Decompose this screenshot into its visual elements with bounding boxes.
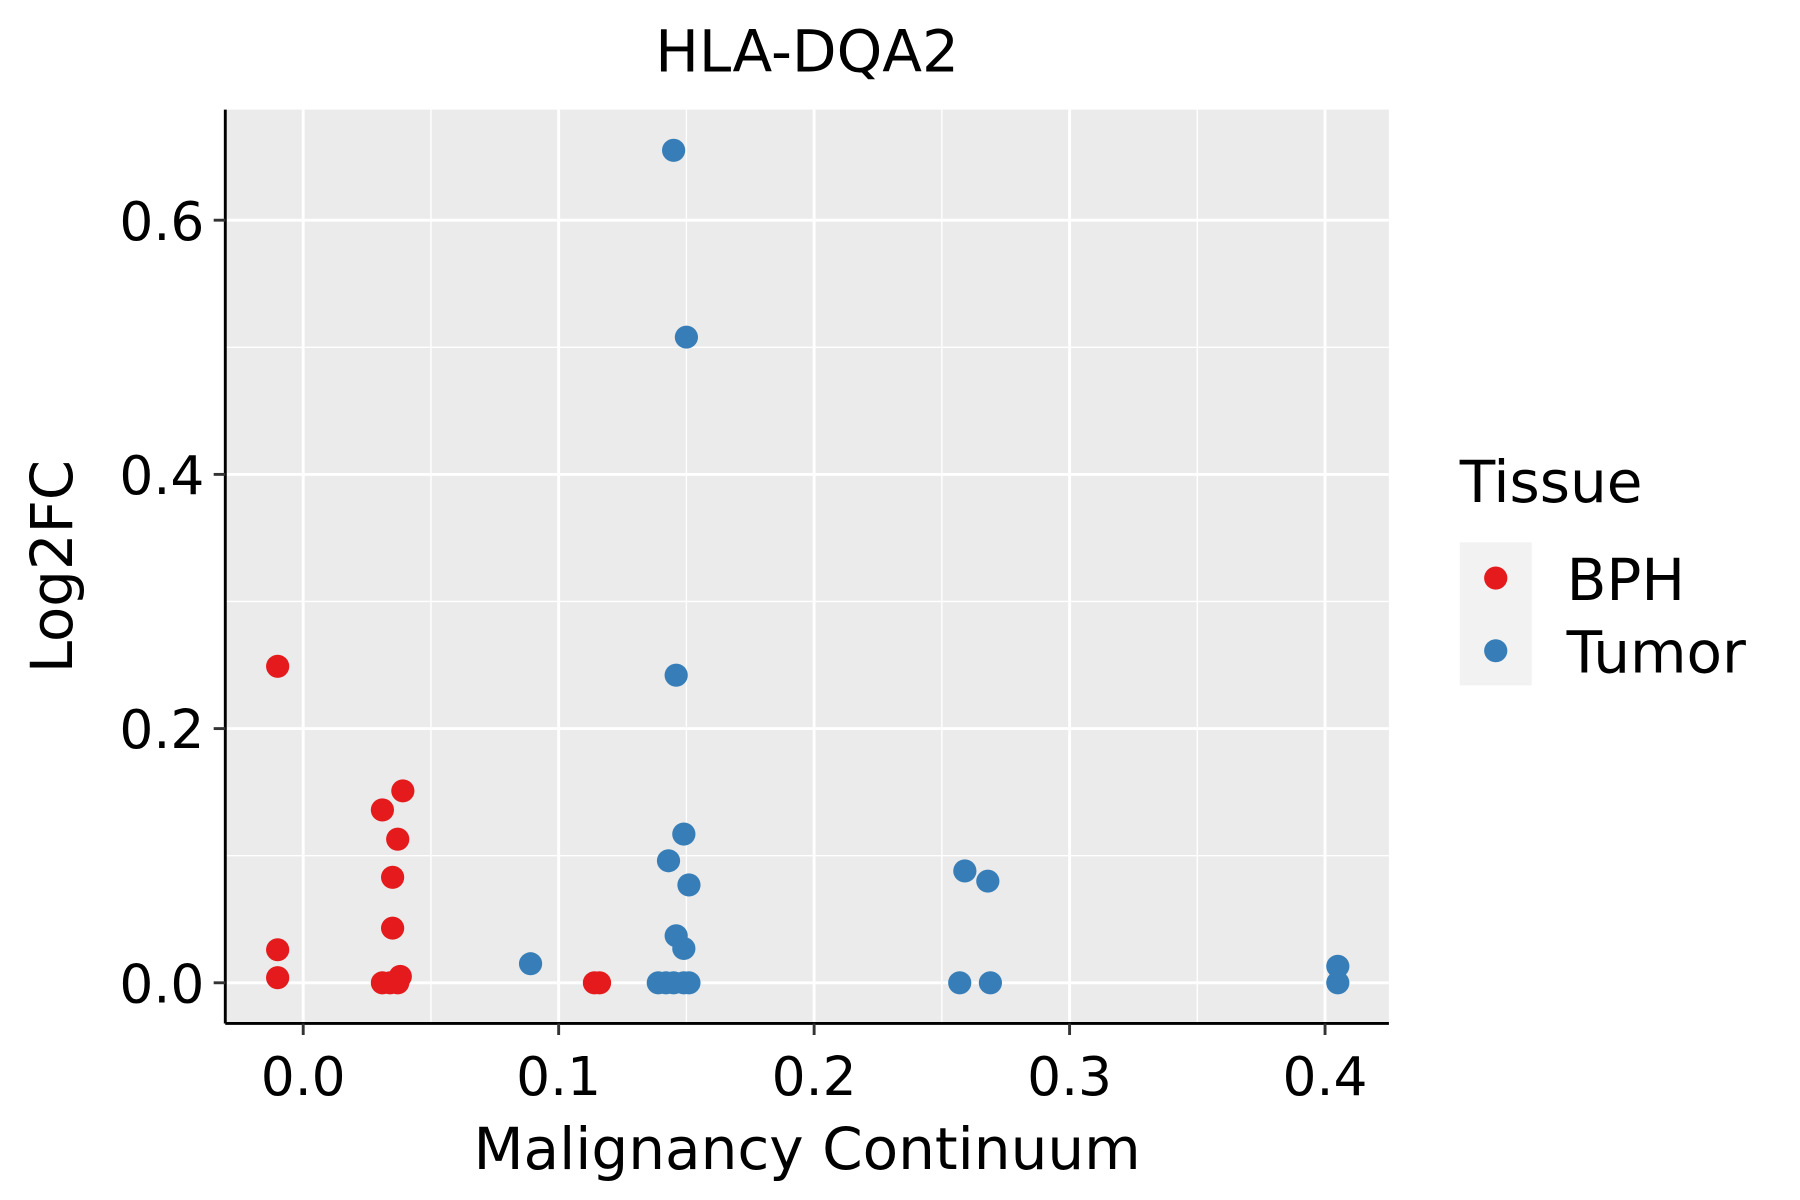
x-axis-label: Malignancy Continuum [473, 1115, 1140, 1183]
data-point-bph [381, 865, 405, 889]
data-point-tumor [1326, 971, 1350, 995]
legend-key-tumor [1484, 639, 1508, 663]
data-point-tumor [672, 936, 696, 961]
data-point-tumor [674, 325, 699, 349]
gridlines [225, 109, 1389, 1024]
x-tick-label: 0.3 [1027, 1046, 1112, 1108]
data-point-bph [391, 779, 415, 803]
data-point-tumor [1326, 954, 1350, 978]
data-point-bph [266, 654, 290, 678]
chart-title: HLA-DQA2 [655, 18, 959, 86]
data-points [266, 138, 1350, 995]
x-tick-label: 0.0 [261, 1046, 346, 1108]
data-point-tumor [953, 859, 977, 883]
plot-panel [225, 109, 1389, 1024]
data-point-tumor [677, 873, 701, 897]
axis-ticks: 0.0 0.1 0.2 0.3 0.4 0.0 0.2 0.4 0.6 [119, 191, 1367, 1108]
legend-label-bph: BPH [1567, 546, 1685, 614]
data-point-tumor [978, 971, 1003, 995]
data-point-bph [370, 798, 395, 822]
y-tick-label: 0.6 [119, 191, 204, 253]
data-point-bph [381, 916, 405, 940]
x-tick-label: 0.1 [516, 1046, 601, 1108]
legend: Tissue BPH Tumor [1459, 448, 1746, 687]
x-tick-label: 0.4 [1283, 1046, 1368, 1108]
data-point-tumor [948, 971, 972, 995]
legend-label-tumor: Tumor [1566, 619, 1747, 687]
x-tick-label: 0.2 [772, 1046, 857, 1108]
data-point-tumor [518, 952, 543, 976]
data-point-tumor [976, 869, 1000, 893]
data-point-tumor [677, 971, 701, 995]
y-axis-label: Log2FC [18, 460, 86, 673]
legend-title: Tissue [1459, 448, 1643, 516]
data-point-tumor [672, 822, 696, 846]
data-point-bph [388, 964, 412, 988]
y-tick-label: 0.2 [119, 699, 204, 761]
data-point-tumor [662, 138, 686, 162]
data-point-bph [587, 971, 612, 995]
data-point-tumor [656, 849, 681, 873]
data-point-tumor [664, 663, 688, 687]
legend-key-background [1459, 542, 1532, 686]
y-tick-label: 0.0 [119, 954, 204, 1016]
data-point-bph [266, 938, 290, 962]
data-point-bph [266, 966, 290, 990]
y-tick-label: 0.4 [119, 445, 204, 507]
legend-key-bph [1484, 566, 1508, 590]
data-point-bph [386, 827, 410, 851]
